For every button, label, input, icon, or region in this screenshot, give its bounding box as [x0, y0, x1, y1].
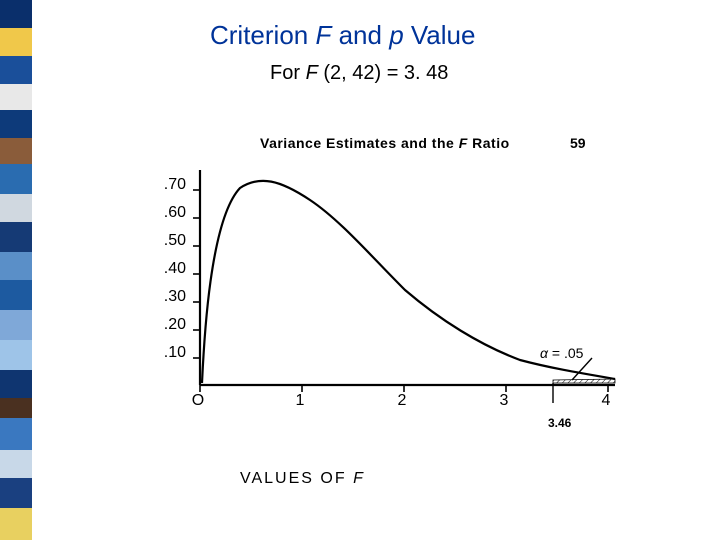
- chart-header: Variance Estimates and the F Ratio: [260, 135, 510, 151]
- sidebar-stripe: [0, 508, 32, 540]
- chart-header-post: Ratio: [468, 135, 510, 151]
- y-tick: .60: [146, 204, 186, 222]
- title-p: p: [389, 20, 403, 50]
- y-tick: .10: [146, 344, 186, 362]
- title-mid: and: [331, 20, 389, 50]
- alpha-value: = .05: [548, 345, 583, 361]
- sidebar-stripe: [0, 370, 32, 398]
- alpha-symbol: α: [540, 345, 548, 361]
- sidebar-stripe: [0, 252, 32, 280]
- x-tick: O: [188, 392, 208, 410]
- sidebar-stripe: [0, 194, 32, 222]
- sidebar-stripe: [0, 398, 32, 418]
- f-distribution-chart: .70 .60 .50 .40 .30 .20 .10 O 1 2 3 4 α = .05 3.46: [140, 160, 620, 460]
- sidebar-stripe: [0, 56, 32, 84]
- sidebar-stripe: [0, 138, 32, 164]
- sidebar-stripe: [0, 222, 32, 252]
- xlabel-F: F: [353, 470, 365, 487]
- y-tick: .70: [146, 176, 186, 194]
- sidebar-stripe: [0, 280, 32, 310]
- y-tick: .20: [146, 316, 186, 334]
- x-tick: 4: [596, 392, 616, 410]
- x-tick: 2: [392, 392, 412, 410]
- x-tick: 1: [290, 392, 310, 410]
- sidebar-stripe: [0, 418, 32, 450]
- sidebar-stripe: [0, 164, 32, 194]
- chart-svg: [140, 160, 620, 440]
- y-tick: .50: [146, 232, 186, 250]
- sidebar-stripe: [0, 28, 32, 56]
- sidebar-stripe: [0, 340, 32, 370]
- sidebar-stripe: [0, 0, 32, 28]
- sidebar-stripe: [0, 110, 32, 138]
- title-pre: Criterion: [210, 20, 315, 50]
- x-axis-label: VALUES OF F: [240, 470, 365, 488]
- y-tick: .30: [146, 288, 186, 306]
- sidebar-stripes: [0, 0, 32, 540]
- chart-header-pre: Variance Estimates and the: [260, 135, 459, 151]
- subtitle-pre: For: [270, 62, 306, 84]
- x-tick: 3: [494, 392, 514, 410]
- subtitle-rest: (2, 42) = 3. 48: [318, 62, 449, 84]
- y-tick: .40: [146, 260, 186, 278]
- critical-value-label: 3.46: [548, 416, 571, 430]
- xlabel-pre: VALUES OF: [240, 470, 353, 487]
- sidebar-stripe: [0, 450, 32, 478]
- sidebar-stripe: [0, 310, 32, 340]
- subtitle: For F (2, 42) = 3. 48: [270, 62, 448, 85]
- title-F: F: [315, 20, 331, 50]
- subtitle-F: F: [306, 62, 318, 84]
- sidebar-stripe: [0, 478, 32, 508]
- sidebar-stripe: [0, 84, 32, 110]
- title-post: Value: [404, 20, 476, 50]
- alpha-label: α = .05: [540, 345, 583, 361]
- page-number: 59: [570, 135, 586, 151]
- page-title: Criterion F and p Value: [210, 20, 475, 51]
- chart-header-F: F: [459, 135, 468, 151]
